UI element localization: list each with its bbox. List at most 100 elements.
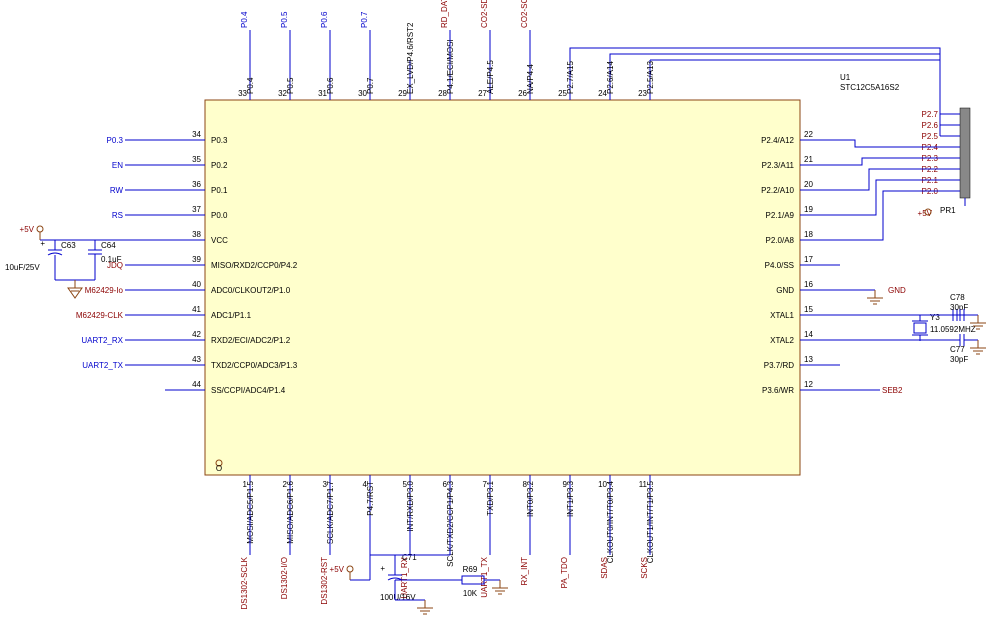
svg-text:RS: RS: [112, 211, 123, 220]
svg-text:P2.4/A12: P2.4/A12: [761, 136, 794, 145]
svg-text:C71: C71: [402, 553, 417, 562]
svg-text:P0.4: P0.4: [240, 11, 249, 28]
svg-text:Y3: Y3: [930, 313, 940, 322]
svg-text:42: 42: [192, 330, 201, 339]
svg-text:P2.0/A8: P2.0/A8: [766, 236, 795, 245]
svg-text:P0.3: P0.3: [211, 136, 228, 145]
svg-text:20: 20: [804, 180, 813, 189]
svg-text:SS/CCPI/ADC4/P1.4: SS/CCPI/ADC4/P1.4: [211, 386, 286, 395]
svg-text:P0.6: P0.6: [326, 77, 335, 94]
svg-text:18: 18: [804, 230, 813, 239]
svg-text:P2.3/A11: P2.3/A11: [762, 161, 795, 170]
svg-text:0.1uF: 0.1uF: [101, 255, 122, 264]
svg-text:RX_INT: RX_INT: [520, 557, 529, 586]
svg-text:C78: C78: [950, 293, 965, 302]
svg-text:+: +: [40, 239, 45, 248]
svg-text:30pF: 30pF: [950, 303, 968, 312]
svg-text:ADC1/P1.1: ADC1/P1.1: [211, 311, 252, 320]
svg-text:P2.5: P2.5: [922, 132, 939, 141]
svg-text:RXD2/ECI/ADC2/P1.2: RXD2/ECI/ADC2/P1.2: [211, 336, 291, 345]
svg-text:P0.7: P0.7: [366, 77, 375, 94]
svg-text:P0.3: P0.3: [107, 136, 124, 145]
svg-text:P2.7: P2.7: [922, 110, 939, 119]
svg-text:P4.7/RST: P4.7/RST: [366, 481, 375, 516]
svg-text:C77: C77: [950, 345, 965, 354]
svg-text:22: 22: [804, 130, 813, 139]
svg-text:P0.0: P0.0: [211, 211, 228, 220]
svg-text:VCC: VCC: [211, 236, 228, 245]
svg-text:19: 19: [804, 205, 813, 214]
svg-text:XTAL2: XTAL2: [770, 336, 794, 345]
svg-text:O: O: [216, 464, 222, 473]
svg-text:100U/16V: 100U/16V: [380, 593, 416, 602]
svg-text:EX_LVD/P4.6/RST2: EX_LVD/P4.6/RST2: [406, 22, 415, 94]
svg-text:P4.0/SS: P4.0/SS: [765, 261, 794, 270]
svg-text:12: 12: [804, 380, 813, 389]
svg-text:ALE/P4.5: ALE/P4.5: [486, 60, 495, 94]
svg-text:P2.7/A15: P2.7/A15: [566, 61, 575, 94]
svg-text:36: 36: [192, 180, 201, 189]
svg-text:DS1302-RST: DS1302-RST: [320, 557, 329, 605]
svg-text:P0.5: P0.5: [280, 11, 289, 28]
svg-text:M62429-Io: M62429-Io: [85, 286, 124, 295]
svg-text:15: 15: [804, 305, 813, 314]
svg-text:C63: C63: [61, 241, 76, 250]
svg-text:43: 43: [192, 355, 201, 364]
svg-text:INT1/P3.3: INT1/P3.3: [566, 480, 575, 517]
svg-text:P2.6/A14: P2.6/A14: [606, 61, 615, 94]
svg-text:MISO/RXD2/CCP0/P4.2: MISO/RXD2/CCP0/P4.2: [211, 261, 298, 270]
svg-text:P3.6/WR: P3.6/WR: [762, 386, 794, 395]
svg-text:CO2-SCL: CO2-SCL: [520, 0, 529, 28]
svg-text:41: 41: [192, 305, 201, 314]
svg-text:11.0592MHZ: 11.0592MHZ: [930, 325, 976, 334]
svg-text:40: 40: [192, 280, 201, 289]
svg-text:NA/P4.4: NA/P4.4: [526, 64, 535, 94]
svg-text:CO2-SDA: CO2-SDA: [480, 0, 489, 28]
svg-text:P0.6: P0.6: [320, 11, 329, 28]
header-connector: [960, 108, 970, 198]
svg-text:RW: RW: [110, 186, 124, 195]
svg-text:TXD2/CCP0/ADC3/P1.3: TXD2/CCP0/ADC3/P1.3: [211, 361, 298, 370]
svg-text:P2.1/A9: P2.1/A9: [766, 211, 795, 220]
svg-text:M62429-CLK: M62429-CLK: [76, 311, 124, 320]
svg-text:C64: C64: [101, 241, 116, 250]
svg-text:37: 37: [192, 205, 201, 214]
svg-text:SCKS: SCKS: [640, 557, 649, 579]
svg-text:TXD/P3.1: TXD/P3.1: [486, 480, 495, 515]
svg-text:PR1: PR1: [940, 206, 956, 215]
svg-text:U1: U1: [840, 73, 851, 82]
svg-text:STC12C5A16S2: STC12C5A16S2: [840, 83, 900, 92]
svg-text:P0.1: P0.1: [211, 186, 228, 195]
schematic-canvas: U1STC12C5A16S2O34P0.3P0.335P0.2EN36P0.1R…: [0, 0, 1000, 638]
svg-text:P0.7: P0.7: [360, 11, 369, 28]
svg-text:P0.5: P0.5: [286, 77, 295, 94]
svg-text:P0.4: P0.4: [246, 77, 255, 94]
svg-text:GND: GND: [776, 286, 794, 295]
svg-text:14: 14: [804, 330, 813, 339]
svg-text:DS1302-I/O: DS1302-I/O: [280, 557, 289, 599]
svg-text:SDAS: SDAS: [600, 557, 609, 579]
svg-text:+: +: [380, 564, 385, 573]
svg-text:DS1302-SCLK: DS1302-SCLK: [240, 556, 249, 609]
svg-text:RD_DATA-LED: RD_DATA-LED: [440, 0, 449, 28]
svg-text:P2.6: P2.6: [922, 121, 939, 130]
svg-text:P2.5/A13: P2.5/A13: [646, 61, 655, 94]
svg-text:P2.2/A10: P2.2/A10: [761, 186, 794, 195]
svg-text:ADC0/CLKOUT2/P1.0: ADC0/CLKOUT2/P1.0: [211, 286, 291, 295]
svg-text:GND: GND: [888, 286, 906, 295]
svg-text:+5V: +5V: [20, 225, 35, 234]
svg-text:XTAL1: XTAL1: [770, 311, 794, 320]
svg-text:13: 13: [804, 355, 813, 364]
svg-text:UART2_TX: UART2_TX: [82, 361, 123, 370]
svg-text:P0.2: P0.2: [211, 161, 228, 170]
svg-text:+5V: +5V: [330, 565, 345, 574]
svg-text:SEB2: SEB2: [882, 386, 903, 395]
svg-text:34: 34: [192, 130, 201, 139]
svg-text:44: 44: [192, 380, 201, 389]
svg-text:10K: 10K: [463, 589, 478, 598]
svg-text:16: 16: [804, 280, 813, 289]
svg-text:R69: R69: [463, 565, 478, 574]
svg-text:30pF: 30pF: [950, 355, 968, 364]
svg-text:PA_TDO: PA_TDO: [560, 557, 569, 588]
svg-text:EN: EN: [112, 161, 123, 170]
